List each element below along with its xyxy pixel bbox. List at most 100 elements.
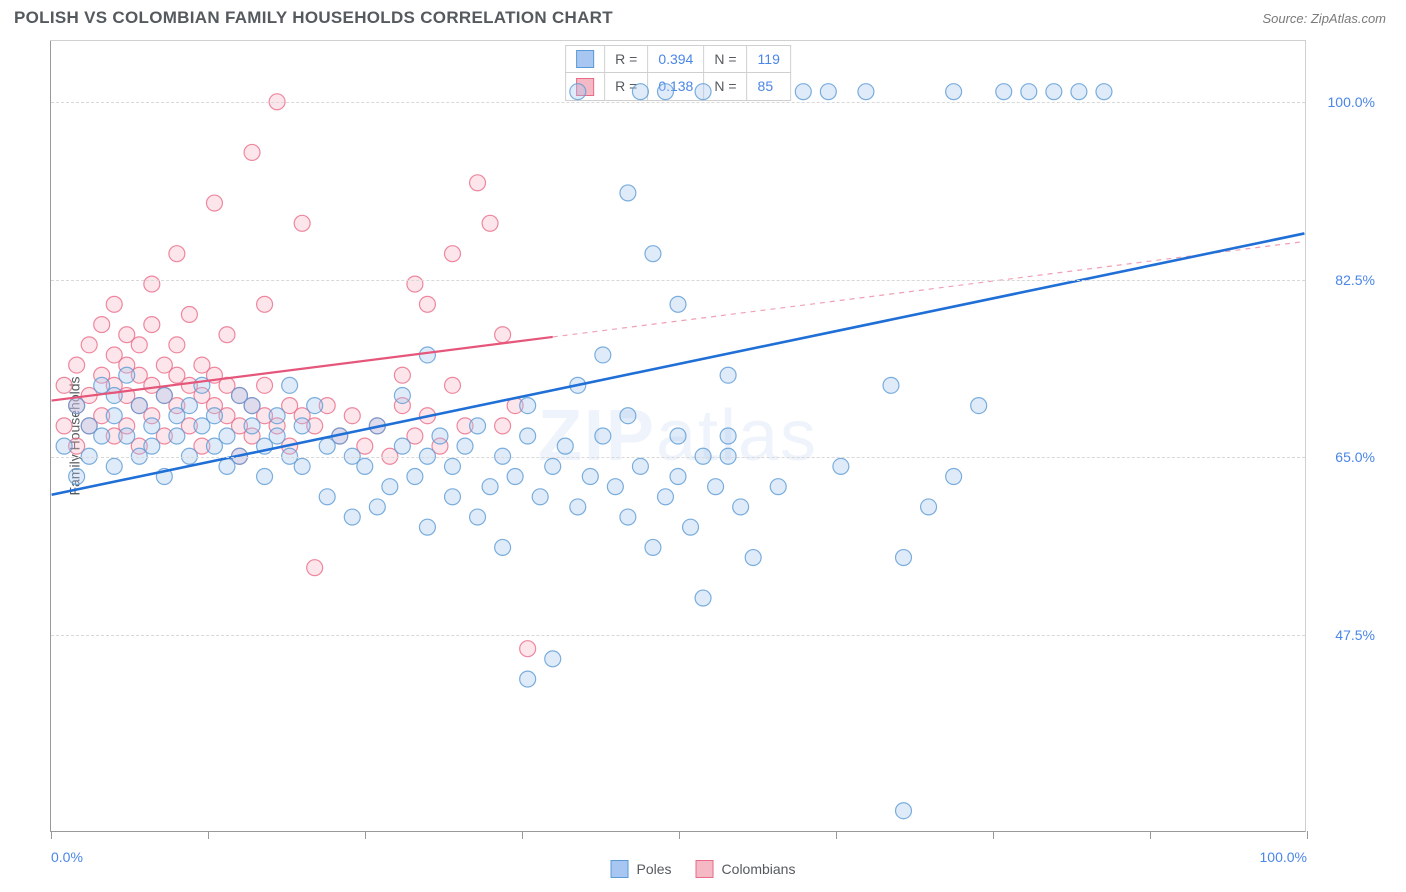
scatter-point xyxy=(394,438,410,454)
scatter-point xyxy=(670,428,686,444)
scatter-point xyxy=(445,489,461,505)
scatter-point xyxy=(595,347,611,363)
y-tick-label: 100.0% xyxy=(1315,94,1375,110)
scatter-point xyxy=(144,317,160,333)
scatter-point xyxy=(745,550,761,566)
scatter-point xyxy=(169,246,185,262)
scatter-point xyxy=(520,398,536,414)
scatter-point xyxy=(282,377,298,393)
scatter-point xyxy=(257,469,273,485)
scatter-point xyxy=(620,185,636,201)
scatter-point xyxy=(570,499,586,515)
scatter-point xyxy=(632,458,648,474)
scatter-point xyxy=(294,215,310,231)
poles-legend-label: Poles xyxy=(637,861,672,877)
scatter-point xyxy=(81,337,97,353)
scatter-point xyxy=(482,215,498,231)
scatter-point xyxy=(607,479,623,495)
scatter-point xyxy=(219,428,235,444)
scatter-point xyxy=(81,448,97,464)
scatter-point xyxy=(557,438,573,454)
scatter-point xyxy=(495,327,511,343)
scatter-point xyxy=(883,377,899,393)
scatter-point xyxy=(269,428,285,444)
scatter-point xyxy=(294,418,310,434)
scatter-point xyxy=(670,469,686,485)
scatter-point xyxy=(269,408,285,424)
scatter-point xyxy=(257,377,273,393)
scatter-point xyxy=(445,246,461,262)
scatter-point xyxy=(69,469,85,485)
x-tick xyxy=(1307,831,1308,839)
scatter-point xyxy=(94,428,110,444)
scatter-point xyxy=(419,448,435,464)
scatter-point xyxy=(946,84,962,100)
scatter-point xyxy=(131,398,147,414)
scatter-point xyxy=(407,276,423,292)
scatter-point xyxy=(106,388,122,404)
scatter-point xyxy=(419,519,435,535)
scatter-point xyxy=(344,408,360,424)
scatter-point xyxy=(394,388,410,404)
scatter-point xyxy=(56,438,72,454)
trend-line xyxy=(52,233,1305,494)
scatter-point xyxy=(670,296,686,312)
x-tick xyxy=(679,831,680,839)
scatter-point xyxy=(181,398,197,414)
scatter-point xyxy=(457,438,473,454)
scatter-point xyxy=(545,651,561,667)
scatter-point xyxy=(219,327,235,343)
scatter-point xyxy=(770,479,786,495)
scatter-point xyxy=(244,398,260,414)
scatter-point xyxy=(144,418,160,434)
scatter-point xyxy=(382,479,398,495)
chart-plot-area: Family Households ZIPatlas R = 0.394 N =… xyxy=(50,40,1306,832)
x-tick xyxy=(522,831,523,839)
poles-swatch-icon xyxy=(611,860,629,878)
scatter-svg xyxy=(51,41,1305,831)
x-tick xyxy=(836,831,837,839)
x-tick-label: 0.0% xyxy=(51,849,83,865)
scatter-point xyxy=(106,296,122,312)
scatter-point xyxy=(470,418,486,434)
scatter-point xyxy=(369,499,385,515)
scatter-point xyxy=(106,458,122,474)
x-tick xyxy=(51,831,52,839)
scatter-point xyxy=(495,539,511,555)
scatter-point xyxy=(144,276,160,292)
scatter-point xyxy=(181,448,197,464)
scatter-point xyxy=(257,296,273,312)
scatter-point xyxy=(1021,84,1037,100)
legend-item-poles: Poles xyxy=(611,860,672,878)
scatter-point xyxy=(532,489,548,505)
scatter-point xyxy=(695,448,711,464)
gridline xyxy=(51,102,1305,103)
scatter-point xyxy=(169,428,185,444)
scatter-point xyxy=(106,408,122,424)
scatter-point xyxy=(582,469,598,485)
scatter-point xyxy=(131,337,147,353)
scatter-point xyxy=(520,428,536,444)
scatter-point xyxy=(470,509,486,525)
scatter-point xyxy=(683,519,699,535)
scatter-point xyxy=(419,296,435,312)
scatter-point xyxy=(445,377,461,393)
colombians-swatch-icon xyxy=(696,860,714,878)
scatter-point xyxy=(1071,84,1087,100)
scatter-point xyxy=(69,398,85,414)
y-tick-label: 65.0% xyxy=(1315,449,1375,465)
series-legend: Poles Colombians xyxy=(611,860,796,878)
scatter-point xyxy=(244,418,260,434)
scatter-point xyxy=(507,469,523,485)
scatter-point xyxy=(733,499,749,515)
scatter-point xyxy=(570,84,586,100)
scatter-point xyxy=(645,246,661,262)
scatter-point xyxy=(720,448,736,464)
scatter-point xyxy=(595,428,611,444)
scatter-point xyxy=(432,428,448,444)
x-tick xyxy=(365,831,366,839)
y-tick-label: 47.5% xyxy=(1315,627,1375,643)
scatter-point xyxy=(419,347,435,363)
x-tick xyxy=(1150,831,1151,839)
scatter-point xyxy=(119,367,135,383)
